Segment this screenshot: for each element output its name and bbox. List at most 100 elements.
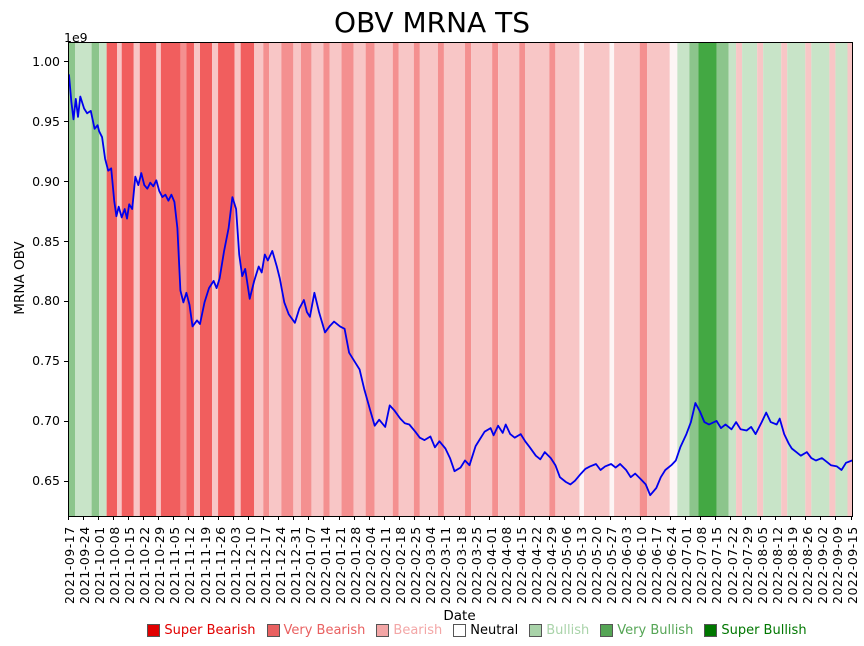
- sentiment-band-super_bearish: [121, 43, 134, 516]
- sentiment-band-bearish: [847, 43, 852, 516]
- legend-swatch-icon: [266, 624, 280, 637]
- x-tick-mark: [127, 516, 129, 520]
- y-tick-mark: [64, 241, 68, 243]
- sentiment-band-bearish: [117, 43, 122, 516]
- y-tick-mark: [64, 61, 68, 63]
- x-tick-mark: [519, 516, 521, 520]
- x-tick-label: 2022-03-18: [453, 526, 469, 604]
- legend-item-bearish: Bearish: [376, 623, 442, 638]
- x-axis-label: Date: [443, 608, 476, 624]
- sentiment-band-very_bearish: [492, 43, 499, 516]
- x-tick-mark: [745, 516, 747, 520]
- sentiment-band-bullish: [742, 43, 758, 516]
- x-tick-label: 2021-11-26: [212, 526, 228, 604]
- y-tick-mark: [64, 360, 68, 362]
- sentiment-band-neutral: [669, 43, 678, 516]
- x-tick-mark: [443, 516, 445, 520]
- sentiment-band-very_bearish: [519, 43, 526, 516]
- sentiment-band-bearish: [781, 43, 788, 516]
- x-tick-mark: [308, 516, 310, 520]
- x-tick-mark: [459, 516, 460, 520]
- sentiment-band-bearish: [555, 43, 580, 516]
- x-tick-mark: [323, 516, 325, 520]
- sentiment-band-very_bullish: [69, 43, 76, 516]
- legend-item-very-bullish: Very Bullish: [600, 623, 693, 638]
- legend-swatch-icon: [704, 624, 718, 637]
- sentiment-band-very_bearish: [281, 43, 294, 516]
- x-tick-mark: [579, 516, 581, 520]
- legend-label: Super Bullish: [721, 623, 807, 638]
- x-tick-label: 2022-06-24: [664, 526, 680, 604]
- x-tick-mark: [142, 516, 144, 520]
- x-tick-label: 2022-01-07: [302, 526, 318, 604]
- y-tick-label: 0.75: [32, 353, 60, 369]
- sentiment-band-bearish: [398, 43, 414, 516]
- x-tick-label: 2022-05-20: [589, 526, 605, 604]
- sentiment-band-super_bearish: [218, 43, 235, 516]
- x-tick-label: 2021-10-29: [152, 526, 168, 604]
- sentiment-band-super_bearish: [106, 43, 118, 516]
- x-tick-mark: [714, 516, 716, 520]
- x-tick-label: 2022-08-26: [799, 526, 815, 604]
- sentiment-band-bearish: [805, 43, 812, 516]
- x-tick-mark: [67, 516, 69, 520]
- x-tick-mark: [594, 516, 596, 520]
- x-tick-label: 2021-10-15: [122, 526, 138, 604]
- y-tick-label: 0.90: [32, 173, 60, 189]
- sentiment-band-bullish: [835, 43, 848, 516]
- sentiment-band-super_bearish: [200, 43, 213, 516]
- sentiment-band-very_bearish: [549, 43, 556, 516]
- y-tick-mark: [64, 420, 68, 422]
- sentiment-band-bearish: [443, 43, 466, 516]
- y-tick-label: 0.80: [32, 293, 60, 309]
- x-tick-label: 2022-03-11: [438, 526, 454, 604]
- sentiment-band-bearish: [647, 43, 670, 516]
- legend-label: Super Bearish: [164, 623, 256, 638]
- x-tick-mark: [775, 516, 777, 520]
- x-tick-label: 2022-06-10: [634, 526, 650, 604]
- x-tick-mark: [805, 516, 807, 520]
- x-tick-mark: [474, 516, 476, 520]
- legend-swatch-icon: [376, 624, 390, 637]
- sentiment-band-bullish: [811, 43, 830, 516]
- x-tick-label: 2021-12-24: [272, 526, 288, 604]
- x-tick-label: 2021-12-03: [227, 526, 243, 604]
- x-tick-mark: [699, 516, 701, 520]
- x-tick-label: 2022-08-05: [754, 526, 770, 604]
- x-tick-mark: [172, 516, 174, 520]
- x-tick-label: 2022-01-21: [333, 526, 349, 604]
- sentiment-band-bullish: [763, 43, 782, 516]
- sentiment-band-bearish: [269, 43, 282, 516]
- sentiment-band-very_bearish: [413, 43, 420, 516]
- x-tick-label: 2021-10-08: [107, 526, 123, 604]
- x-tick-mark: [850, 516, 852, 520]
- x-tick-label: 2021-10-22: [137, 526, 153, 604]
- x-tick-label: 2022-04-01: [483, 526, 499, 604]
- sentiment-band-neutral: [609, 43, 615, 516]
- x-tick-label: 2022-05-27: [604, 526, 620, 604]
- x-tick-label: 2022-02-04: [363, 526, 379, 604]
- x-tick-label: 2021-10-01: [92, 526, 108, 604]
- legend-label: Bullish: [546, 623, 590, 638]
- sentiment-band-very_bearish: [437, 43, 444, 516]
- x-tick-mark: [97, 516, 99, 520]
- x-tick-label: 2022-08-19: [784, 526, 800, 604]
- x-tick-label: 2022-07-01: [679, 526, 695, 604]
- chart-canvas: [69, 43, 852, 516]
- sentiment-band-bearish: [329, 43, 342, 516]
- x-tick-mark: [353, 516, 355, 520]
- sentiment-band-bearish: [311, 43, 324, 516]
- x-tick-label: 2022-05-06: [558, 526, 574, 604]
- sentiment-band-very_bearish: [365, 43, 375, 516]
- y-tick-label: 0.70: [32, 413, 60, 429]
- x-tick-label: 2022-05-13: [573, 526, 589, 604]
- sentiment-band-bearish: [525, 43, 550, 516]
- sentiment-band-super_bearish: [186, 43, 194, 516]
- x-tick-label: 2022-06-03: [619, 526, 635, 604]
- sentiment-band-bearish: [829, 43, 836, 516]
- x-tick-mark: [489, 516, 491, 520]
- x-tick-mark: [549, 516, 551, 520]
- y-tick-label: 1.00: [32, 53, 60, 69]
- sentiment-band-bearish: [498, 43, 520, 516]
- x-tick-mark: [835, 516, 837, 520]
